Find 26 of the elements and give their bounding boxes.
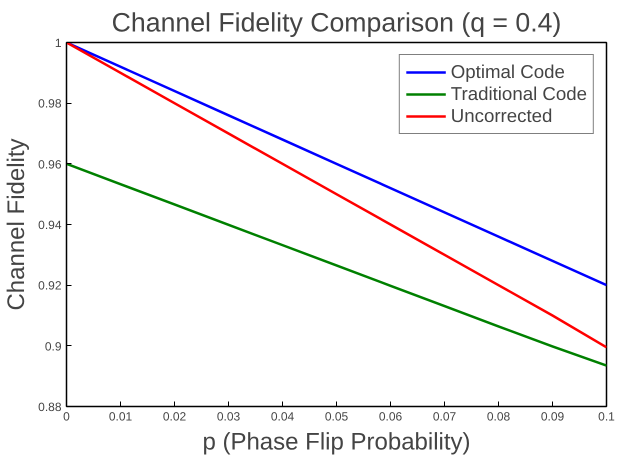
chart-title: Channel Fidelity Comparison (q = 0.4) [112,8,562,38]
y-tick-label: 0.92 [38,278,62,293]
legend-label: Uncorrected [450,105,552,127]
x-tick-label: 0.04 [270,410,295,424]
x-tick-label: 0.03 [216,410,241,424]
x-tick-label: 0.02 [162,410,187,424]
y-axis-title: Channel Fidelity [3,138,30,311]
legend-label: Optimal Code [450,61,565,83]
y-tick-label: 0.98 [38,96,62,111]
x-tick-label: 0.1 [598,410,616,424]
x-tick-label: 0.09 [540,410,565,424]
x-tick-label: 0.05 [324,410,349,424]
x-tick-label: 0 [63,410,70,424]
line-series [66,42,606,349]
x-axis-title: p (Phase Flip Probability) [202,428,471,456]
y-tick-label: 1 [54,36,62,50]
x-tick-label: 0.01 [108,410,133,424]
x-tick-label: 0.08 [486,410,511,424]
y-tick-label: 0.96 [38,157,62,172]
y-tick-label: 0.94 [38,218,62,232]
line-series [66,162,606,367]
y-tick-label: 0.88 [38,400,62,414]
x-tick-label: 0.06 [378,410,403,424]
y-tick-label: 0.9 [44,339,62,354]
legend-label: Traditional Code [450,83,587,105]
x-tick-label: 0.07 [432,410,457,424]
